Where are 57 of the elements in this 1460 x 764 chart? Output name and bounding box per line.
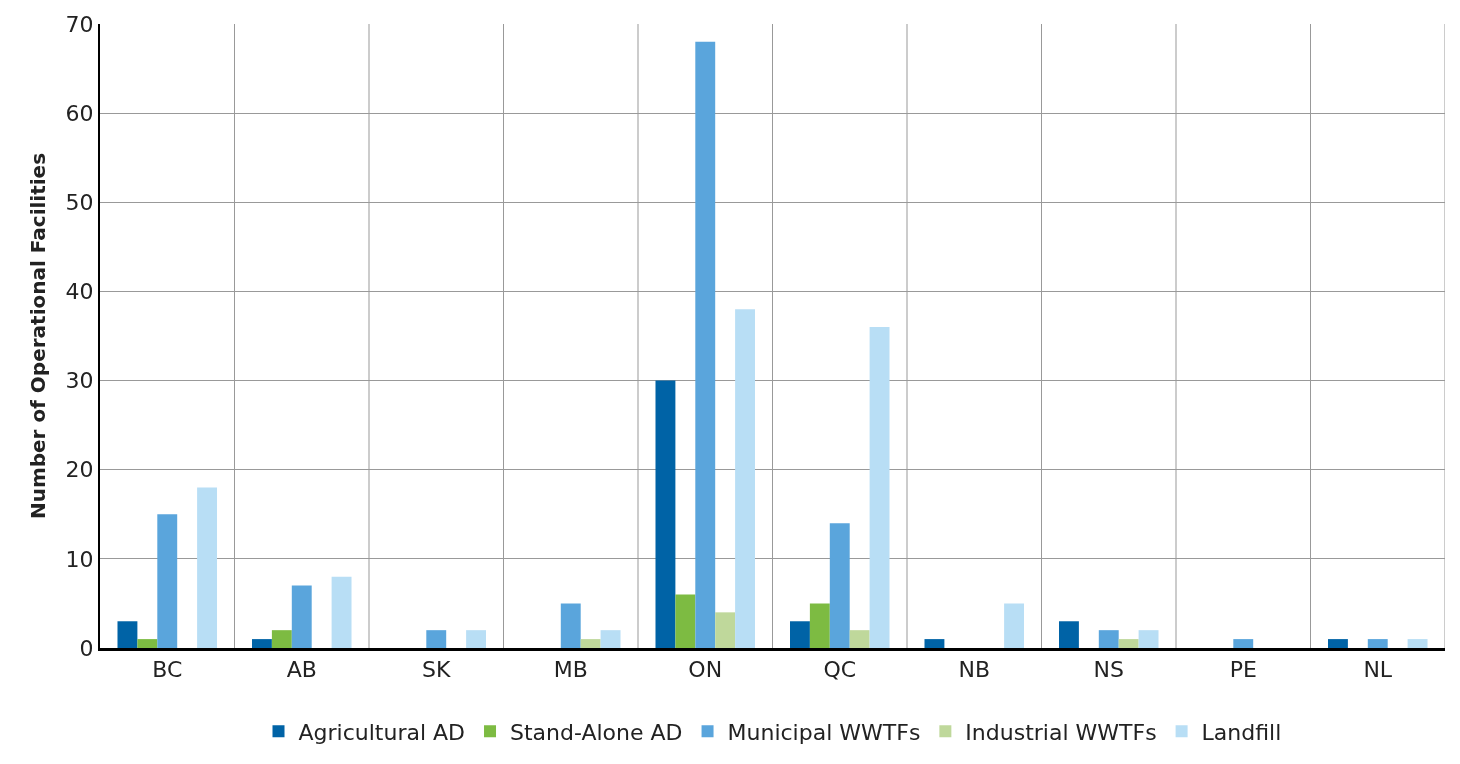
bar <box>1118 639 1139 648</box>
bar <box>1367 639 1388 648</box>
y-axis-title: Number of Operational Facilities <box>25 152 50 520</box>
bar <box>715 612 736 648</box>
x-tick-label: NS <box>1093 657 1124 683</box>
bar <box>271 630 292 648</box>
bar <box>157 514 178 648</box>
legend-label: Agricultural AD <box>298 719 466 745</box>
x-tick-label: AB <box>286 657 317 683</box>
x-tick-label: SK <box>422 657 452 683</box>
bar <box>1058 621 1079 648</box>
bar <box>251 639 272 648</box>
y-tick-label: 40 <box>65 279 94 305</box>
bar <box>829 523 850 648</box>
bar <box>869 327 890 648</box>
bar <box>117 621 138 648</box>
y-tick-label: 10 <box>65 546 94 572</box>
legend-label: Landfill <box>1201 719 1282 745</box>
bar <box>1233 639 1254 648</box>
bar <box>291 585 312 648</box>
x-tick-label: MB <box>553 657 588 683</box>
bar <box>789 621 810 648</box>
bar <box>655 380 676 648</box>
bar <box>1098 630 1119 648</box>
x-tick-label: BC <box>152 657 183 683</box>
legend-label: Municipal WWTFs <box>727 719 921 745</box>
bar <box>1407 639 1428 648</box>
y-tick-label: 20 <box>65 457 94 483</box>
bar <box>849 630 870 648</box>
bar <box>1004 603 1025 648</box>
bar <box>137 639 158 648</box>
y-tick-label: 50 <box>65 189 94 215</box>
bar <box>331 576 352 648</box>
bar <box>695 41 716 648</box>
bar <box>1138 630 1159 648</box>
bar <box>426 630 447 648</box>
x-tick-label: QC <box>823 657 857 683</box>
y-tick-label: 30 <box>65 368 94 394</box>
bar <box>924 639 945 648</box>
bar <box>809 603 830 648</box>
y-tick-label: 0 <box>79 635 94 661</box>
bar <box>675 594 696 648</box>
bar <box>735 309 756 648</box>
x-tick-label: NL <box>1363 657 1393 683</box>
bar <box>1327 639 1348 648</box>
y-tick-label: 60 <box>65 100 94 126</box>
x-tick-label: ON <box>688 657 723 683</box>
legend-label: Industrial WWTFs <box>965 719 1157 745</box>
bar <box>580 639 601 648</box>
x-tick-label: PE <box>1229 657 1257 683</box>
legend-label: Stand-Alone AD <box>510 719 683 745</box>
y-tick-label: 70 <box>65 11 94 37</box>
bar <box>560 603 581 648</box>
bar <box>466 630 487 648</box>
x-tick-label: NB <box>958 657 991 683</box>
bar <box>197 487 218 648</box>
bar <box>600 630 621 648</box>
